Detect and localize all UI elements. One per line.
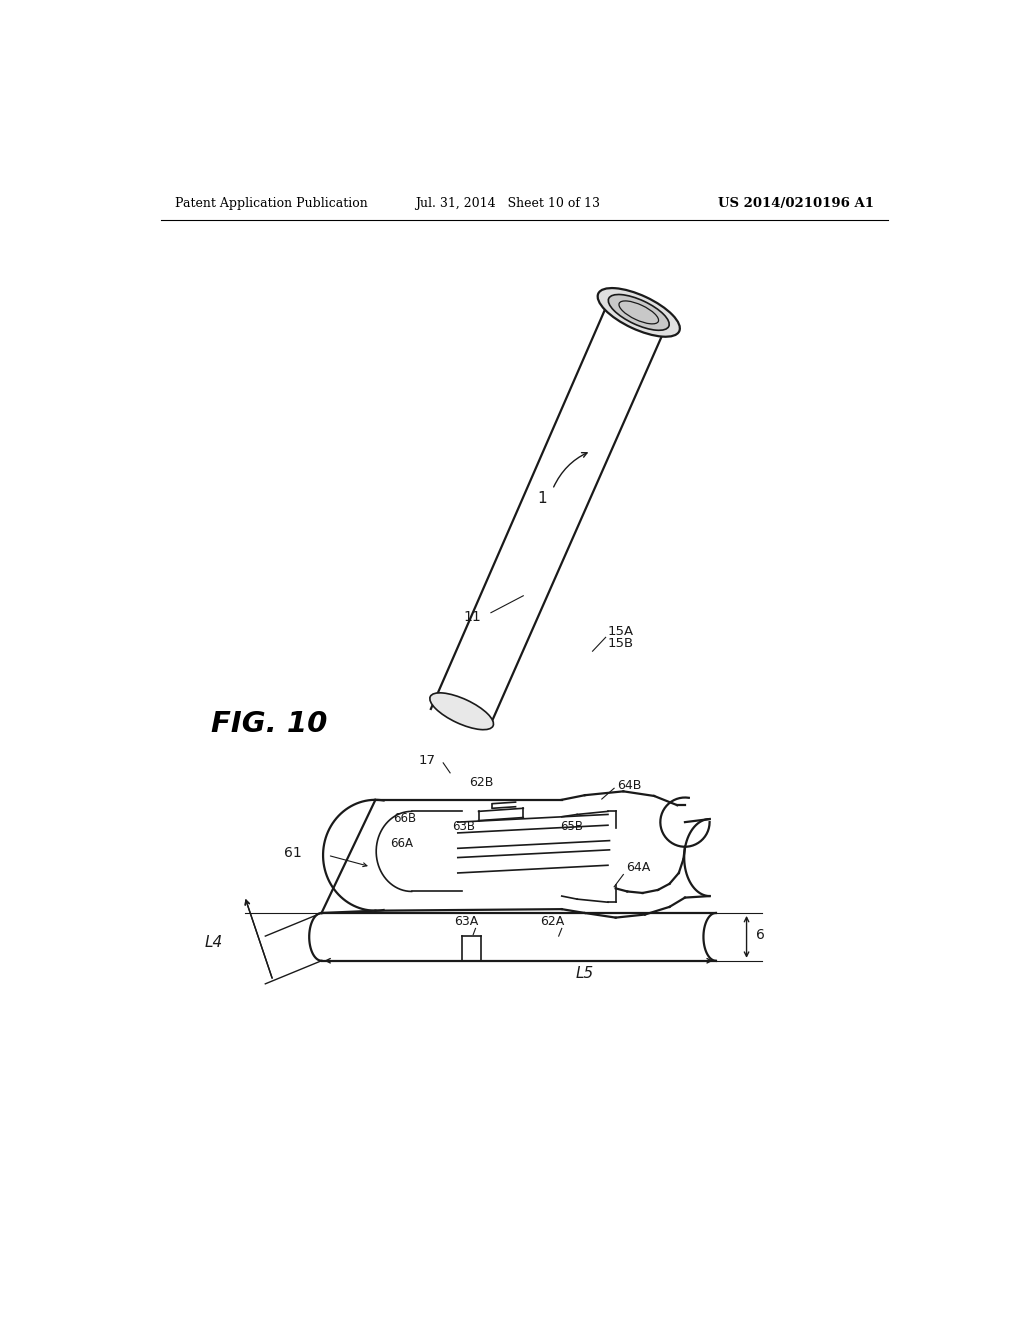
Text: 6: 6 [756,928,765,941]
Text: 66B: 66B [393,812,416,825]
Text: 64B: 64B [617,779,642,792]
Text: L5: L5 [575,966,594,982]
Text: FIG. 10: FIG. 10 [211,710,328,738]
Text: 66A: 66A [390,837,413,850]
Text: 65B: 65B [560,820,584,833]
Text: 11: 11 [463,610,481,623]
Text: 61: 61 [284,846,301,859]
Text: 62B: 62B [469,776,494,788]
Ellipse shape [598,288,680,337]
Ellipse shape [430,693,494,730]
Text: 1: 1 [538,491,547,507]
Text: L4: L4 [205,935,223,950]
Text: 15A: 15A [608,624,634,638]
Text: 62A: 62A [541,915,564,928]
Text: Patent Application Publication: Patent Application Publication [175,197,368,210]
Ellipse shape [608,294,670,330]
Text: 17: 17 [419,754,435,767]
Text: US 2014/0210196 A1: US 2014/0210196 A1 [719,197,874,210]
Text: Jul. 31, 2014   Sheet 10 of 13: Jul. 31, 2014 Sheet 10 of 13 [416,197,600,210]
Text: 63B: 63B [452,820,475,833]
Text: 15B: 15B [608,638,634,649]
Text: 63A: 63A [455,915,478,928]
Text: 64A: 64A [627,862,650,874]
